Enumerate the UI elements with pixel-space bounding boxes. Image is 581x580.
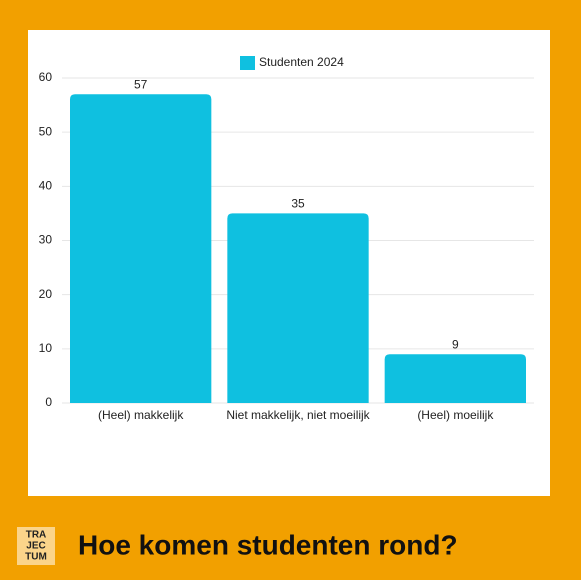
x-tick-label: (Heel) makkelijk (98, 408, 184, 422)
y-tick-label: 0 (45, 395, 52, 409)
value-label: 35 (291, 197, 305, 211)
bar (384, 354, 526, 403)
x-tick-label: Niet makkelijk, niet moeilijk (226, 408, 370, 422)
logo-text: JEC (26, 541, 45, 552)
legend-swatch (240, 56, 255, 70)
bar (70, 94, 212, 403)
value-label: 9 (452, 337, 459, 351)
y-tick-label: 60 (39, 70, 53, 84)
y-tick-label: 30 (39, 233, 53, 247)
value-label: 57 (134, 77, 148, 91)
x-tick-label: (Heel) moeilijk (417, 408, 494, 422)
bar (227, 213, 369, 403)
logo-box (17, 527, 55, 565)
logo-text: TUM (25, 552, 47, 563)
legend-label: Studenten 2024 (259, 55, 344, 69)
y-tick-label: 40 (39, 179, 53, 193)
y-tick-label: 10 (39, 341, 53, 355)
logo-text: TRA (26, 530, 47, 541)
y-tick-label: 50 (39, 124, 53, 138)
y-tick-label: 20 (39, 287, 53, 301)
chart-title: Hoe komen studenten rond? (78, 529, 458, 560)
